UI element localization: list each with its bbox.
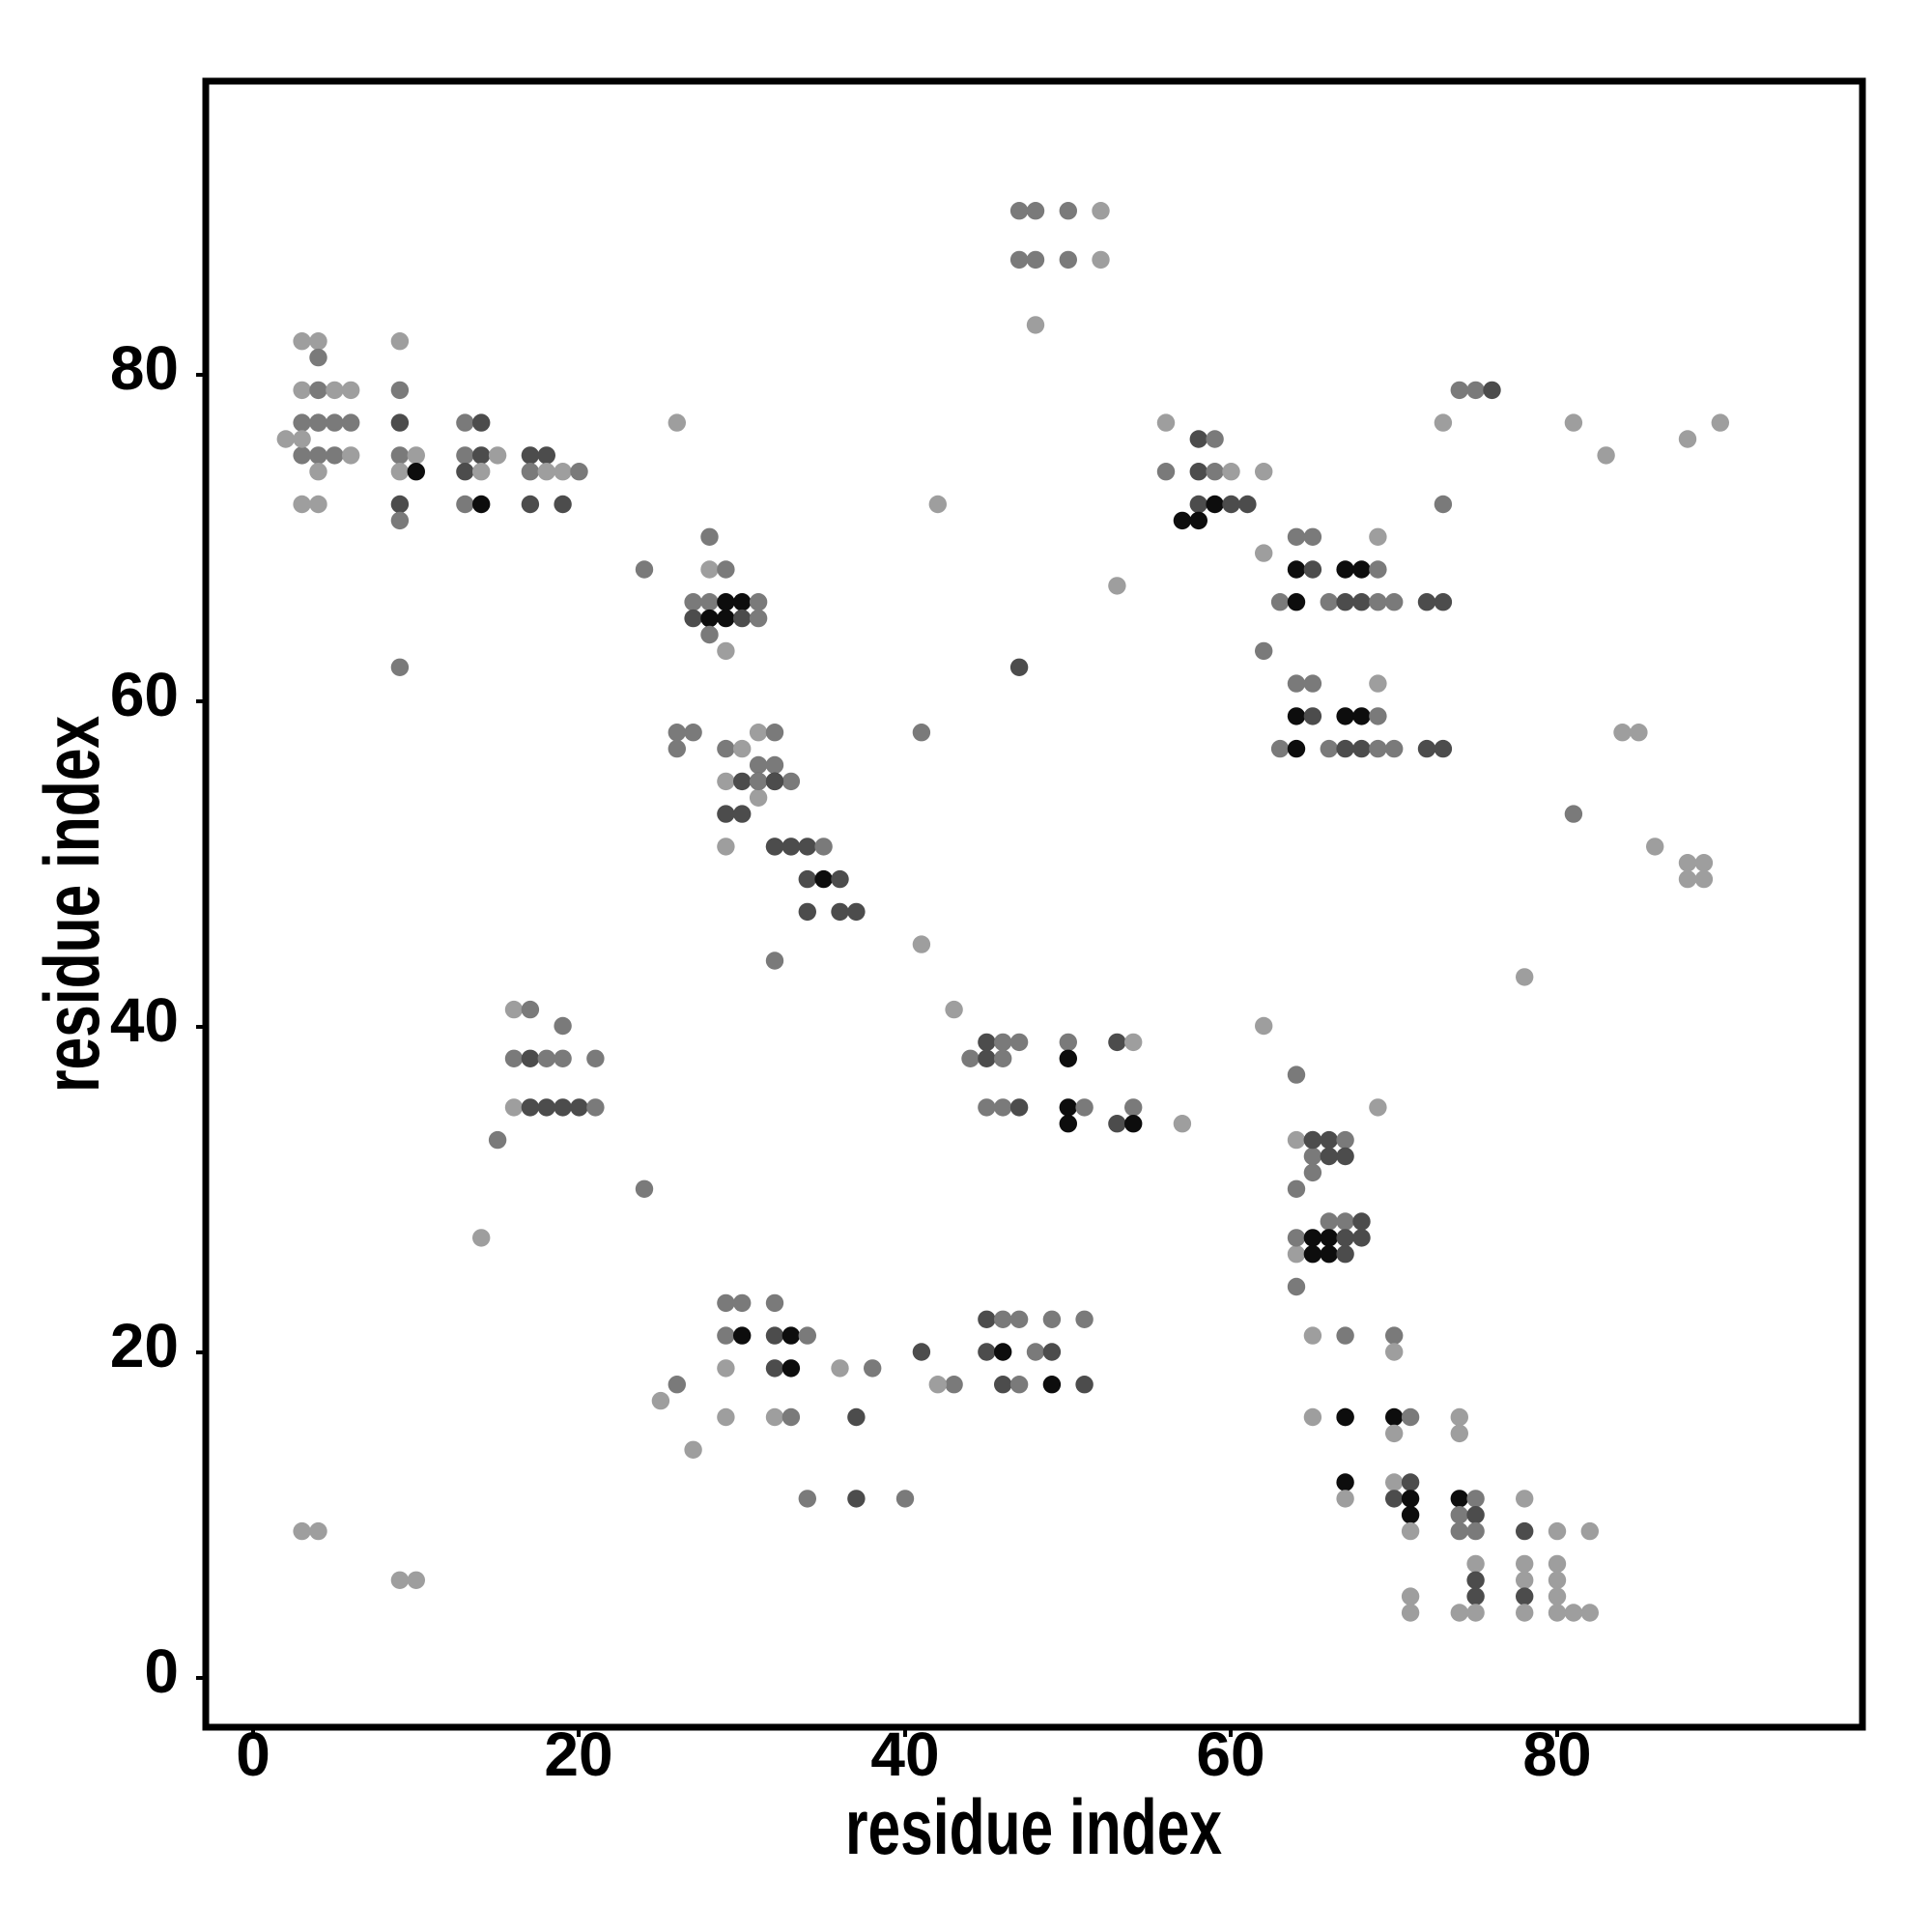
svg-text:residue index: residue index bbox=[28, 716, 116, 1093]
svg-text:40: 40 bbox=[110, 985, 179, 1055]
svg-text:80: 80 bbox=[110, 333, 179, 403]
svg-text:residue index: residue index bbox=[845, 1783, 1222, 1871]
svg-text:0: 0 bbox=[144, 1636, 179, 1706]
svg-text:40: 40 bbox=[870, 1719, 939, 1789]
svg-text:0: 0 bbox=[236, 1719, 270, 1789]
svg-text:20: 20 bbox=[110, 1311, 179, 1380]
svg-text:20: 20 bbox=[544, 1719, 612, 1789]
svg-text:60: 60 bbox=[1196, 1719, 1264, 1789]
svg-text:60: 60 bbox=[110, 660, 179, 729]
svg-text:80: 80 bbox=[1522, 1719, 1591, 1789]
